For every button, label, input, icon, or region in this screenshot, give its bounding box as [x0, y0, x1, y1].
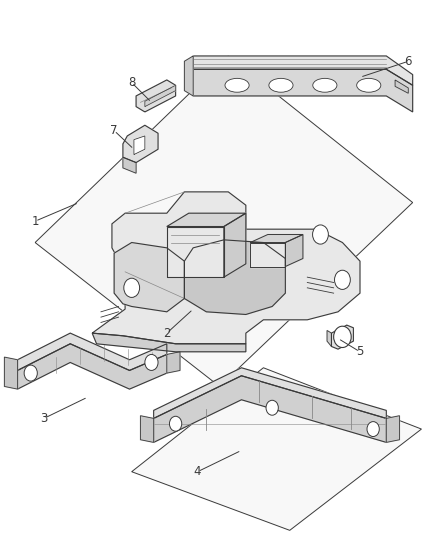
Polygon shape [394, 80, 407, 93]
Polygon shape [18, 344, 166, 389]
Polygon shape [166, 352, 180, 373]
Ellipse shape [268, 78, 293, 92]
Ellipse shape [224, 78, 249, 92]
Circle shape [145, 354, 158, 370]
Circle shape [24, 365, 37, 381]
Text: 3: 3 [40, 412, 47, 425]
Circle shape [265, 400, 278, 415]
Polygon shape [250, 243, 285, 266]
Polygon shape [285, 235, 302, 266]
Polygon shape [184, 240, 285, 314]
Polygon shape [136, 80, 175, 112]
Polygon shape [18, 333, 166, 370]
Polygon shape [166, 227, 223, 277]
Circle shape [333, 326, 350, 348]
Polygon shape [153, 376, 385, 442]
Polygon shape [193, 56, 412, 85]
Polygon shape [134, 136, 145, 155]
Text: 6: 6 [403, 55, 411, 68]
Polygon shape [92, 192, 359, 344]
Polygon shape [123, 157, 136, 173]
Polygon shape [223, 213, 245, 277]
Circle shape [334, 270, 350, 289]
Circle shape [312, 225, 328, 244]
Polygon shape [131, 368, 420, 530]
Text: 7: 7 [110, 124, 118, 137]
Polygon shape [250, 235, 302, 243]
Polygon shape [153, 368, 385, 418]
Polygon shape [35, 56, 412, 386]
Ellipse shape [356, 78, 380, 92]
Circle shape [169, 416, 181, 431]
Polygon shape [385, 416, 399, 442]
Polygon shape [166, 213, 245, 227]
Circle shape [366, 422, 378, 437]
Polygon shape [114, 243, 184, 312]
Polygon shape [331, 325, 353, 349]
Text: 5: 5 [356, 345, 363, 358]
Circle shape [124, 278, 139, 297]
Polygon shape [193, 69, 412, 112]
Text: 8: 8 [128, 76, 135, 89]
Text: 1: 1 [31, 215, 39, 228]
Polygon shape [140, 416, 153, 442]
Polygon shape [184, 56, 193, 96]
Polygon shape [145, 85, 175, 107]
Ellipse shape [312, 78, 336, 92]
Polygon shape [326, 330, 331, 346]
Polygon shape [4, 357, 18, 389]
Polygon shape [92, 333, 245, 352]
Polygon shape [123, 125, 158, 163]
Text: 2: 2 [162, 327, 170, 340]
Text: 4: 4 [193, 465, 201, 478]
